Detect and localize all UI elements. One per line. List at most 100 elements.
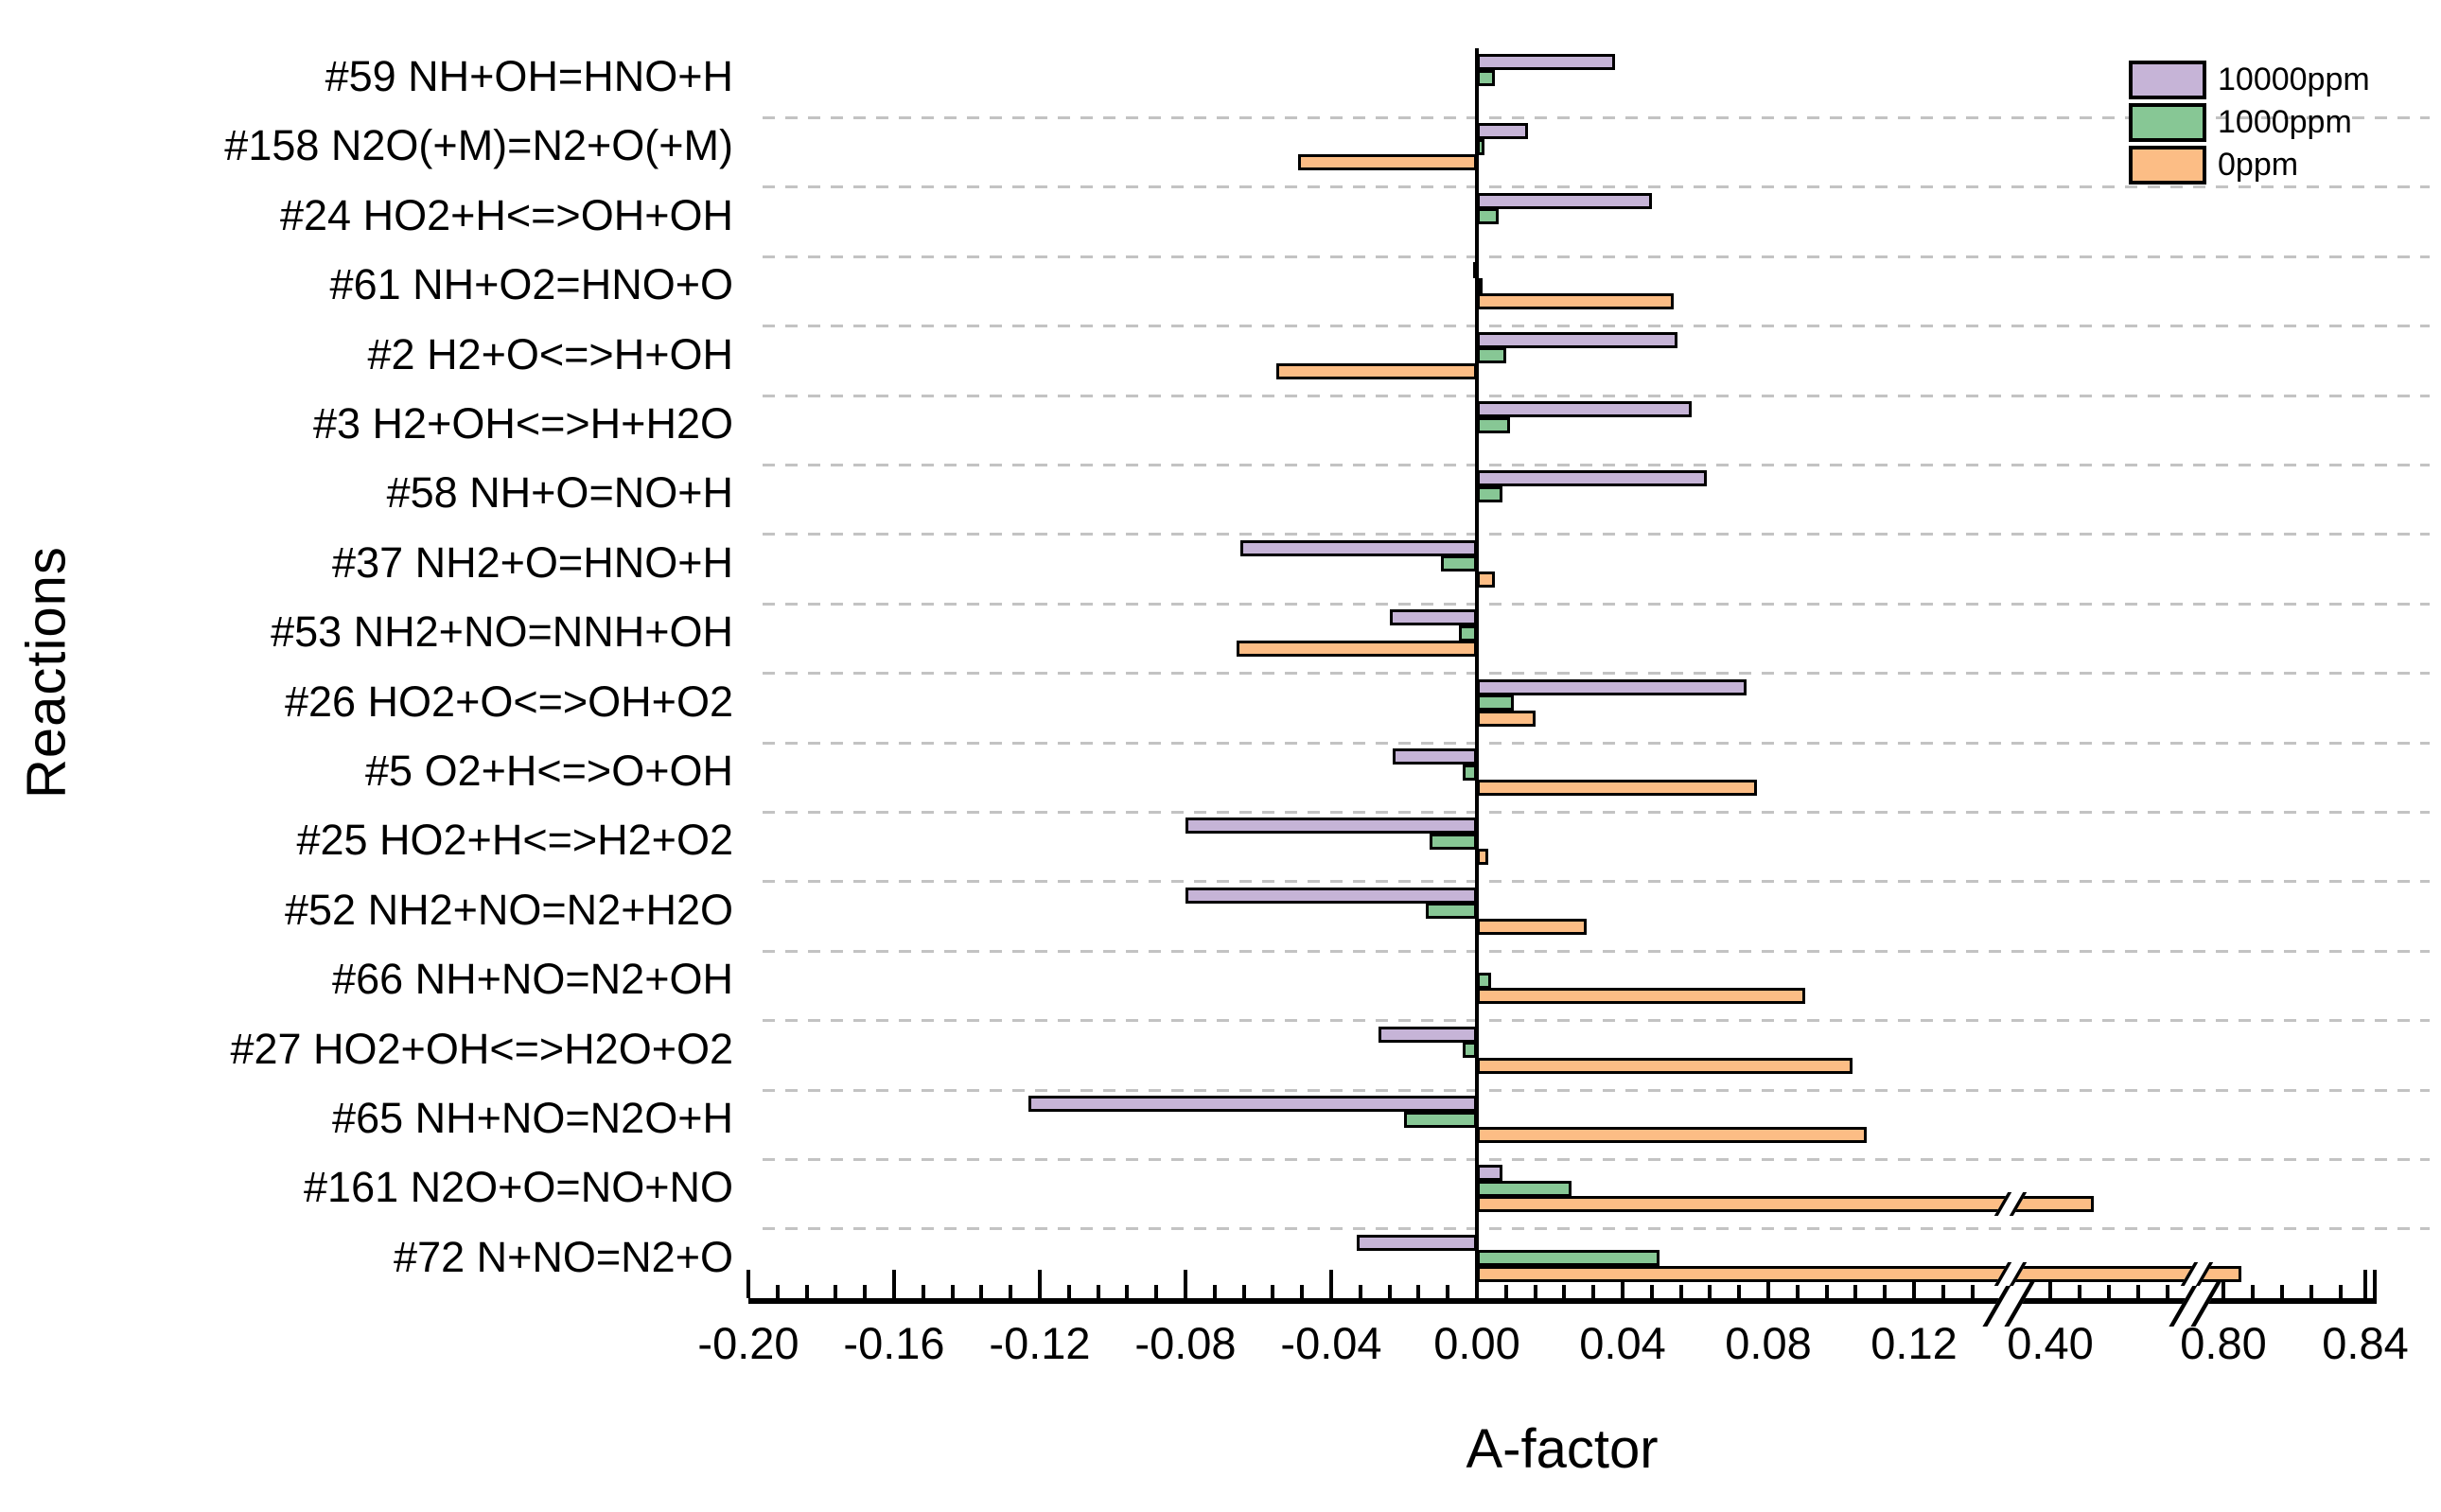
row-gridline <box>763 949 2430 953</box>
x-axis-minor-tick <box>804 1285 809 1298</box>
bar-0ppm <box>1477 1265 2241 1282</box>
row-gridline <box>763 185 2430 189</box>
legend-item-1000ppm: 1000ppm <box>2129 103 2370 142</box>
bar-1000ppm <box>1477 208 1500 225</box>
bar-1000ppm <box>1477 69 1496 86</box>
x-tick-label: 0.84 <box>2322 1318 2409 1368</box>
x-axis-major-tick <box>1621 1270 1624 1298</box>
bar-0ppm <box>1477 1196 2094 1213</box>
bar-1000ppm <box>1462 764 1477 781</box>
x-axis-minor-tick <box>1853 1285 1858 1298</box>
bar-10000ppm <box>1477 54 1616 70</box>
legend-label: 1000ppm <box>2218 104 2352 140</box>
x-axis-minor-tick <box>1941 1285 1945 1298</box>
x-axis-minor-tick <box>1154 1285 1159 1298</box>
x-axis-minor-tick <box>1271 1285 1275 1298</box>
legend-item-10000ppm: 10000ppm <box>2129 61 2370 99</box>
x-axis-minor-tick <box>1824 1285 1829 1298</box>
bar-1000ppm <box>1477 416 1510 433</box>
x-axis-major-tick <box>2048 1270 2052 1298</box>
bar-0ppm <box>1477 710 1536 727</box>
x-axis-minor-tick <box>950 1285 955 1298</box>
legend-swatch-1000ppm <box>2129 103 2206 142</box>
x-axis-minor-tick <box>1300 1285 1305 1298</box>
bar-0ppm <box>1477 988 1805 1005</box>
reaction-label: #61 NH+O2=HNO+O <box>329 260 733 309</box>
bar-10000ppm <box>1356 1234 1477 1251</box>
x-axis-line <box>748 1298 2377 1304</box>
x-axis-minor-tick <box>1737 1285 1742 1298</box>
zero-line <box>1475 48 1479 1298</box>
x-axis-minor-tick <box>1591 1285 1596 1298</box>
row-gridline <box>763 810 2430 814</box>
x-axis-major-tick <box>2363 1270 2367 1298</box>
bar-0ppm <box>1477 293 1674 310</box>
x-axis-minor-tick <box>1708 1285 1712 1298</box>
bar-10000ppm <box>1477 470 1707 487</box>
x-tick-label: -0.12 <box>989 1318 1091 1368</box>
x-axis-minor-tick <box>1241 1285 1246 1298</box>
x-axis-minor-tick <box>2280 1285 2284 1298</box>
row-gridline <box>763 325 2430 328</box>
bar-0ppm <box>1298 154 1477 171</box>
bar-1000ppm <box>1477 138 1484 155</box>
bar-10000ppm <box>1477 331 1677 348</box>
x-axis-major-tick <box>1038 1270 1042 1298</box>
reaction-label: #66 NH+NO=N2+OH <box>332 955 733 1004</box>
x-axis-minor-tick <box>1795 1285 1800 1298</box>
x-axis-minor-tick <box>2251 1285 2255 1298</box>
x-axis-minor-tick <box>2078 1285 2081 1298</box>
x-tick-label: -0.04 <box>1280 1318 1382 1368</box>
bar-10000ppm <box>1473 262 1480 279</box>
bar-10000ppm <box>1393 748 1477 765</box>
bar-1000ppm <box>1462 1042 1477 1059</box>
row-gridline <box>763 463 2430 466</box>
row-gridline <box>763 1157 2430 1161</box>
row-gridline <box>763 1019 2430 1023</box>
x-axis-minor-tick <box>1125 1285 1130 1298</box>
bar-1000ppm <box>1477 694 1514 712</box>
bar-0ppm <box>1477 1127 1867 1143</box>
bar-0ppm <box>1477 780 1758 796</box>
x-axis-minor-tick <box>1446 1285 1450 1298</box>
x-axis-minor-tick <box>1971 1285 1975 1298</box>
bar-1000ppm <box>1426 903 1477 920</box>
x-axis-minor-tick <box>2166 1285 2169 1298</box>
x-axis-minor-tick <box>1678 1285 1683 1298</box>
x-axis-major-tick <box>746 1270 750 1298</box>
x-axis-minor-tick <box>2309 1285 2313 1298</box>
reaction-label: #59 NH+OH=HNO+H <box>325 52 733 100</box>
row-gridline <box>763 394 2430 397</box>
bar-10000ppm <box>1389 609 1477 626</box>
x-tick-label: 0.40 <box>2007 1318 2094 1368</box>
reaction-label: #5 O2+H<=>O+OH <box>365 747 733 795</box>
x-axis-minor-tick <box>1533 1285 1537 1298</box>
bar-10000ppm <box>1028 1096 1477 1112</box>
x-axis-title: A-factor <box>1466 1418 1659 1480</box>
x-axis-minor-tick <box>1562 1285 1567 1298</box>
bar-1000ppm <box>1440 555 1477 572</box>
x-axis-minor-tick <box>979 1285 984 1298</box>
x-axis-minor-tick <box>1096 1285 1100 1298</box>
bar-1000ppm <box>1477 485 1502 502</box>
x-axis-major-tick <box>1329 1270 1333 1298</box>
legend-label: 0ppm <box>2218 147 2299 183</box>
x-axis-minor-tick <box>1649 1285 1654 1298</box>
x-axis-major-tick <box>1184 1270 1187 1298</box>
x-axis-minor-tick <box>863 1285 868 1298</box>
bar-0ppm <box>1477 849 1488 866</box>
reaction-label: #161 N2O+O=NO+NO <box>304 1163 733 1212</box>
row-gridline <box>763 1088 2430 1092</box>
x-axis-minor-tick <box>1503 1285 1508 1298</box>
x-axis-minor-tick <box>834 1285 838 1298</box>
x-axis-minor-tick <box>2107 1285 2111 1298</box>
bar-0ppm <box>1477 918 1587 935</box>
x-axis-minor-tick <box>1066 1285 1071 1298</box>
bar-10000ppm <box>1239 539 1477 556</box>
x-axis-major-tick <box>1766 1270 1770 1298</box>
reaction-label: #158 N2O(+M)=N2+O(+M) <box>224 121 733 170</box>
legend-swatch-10000ppm <box>2129 61 2206 99</box>
bar-0ppm <box>1477 571 1496 588</box>
